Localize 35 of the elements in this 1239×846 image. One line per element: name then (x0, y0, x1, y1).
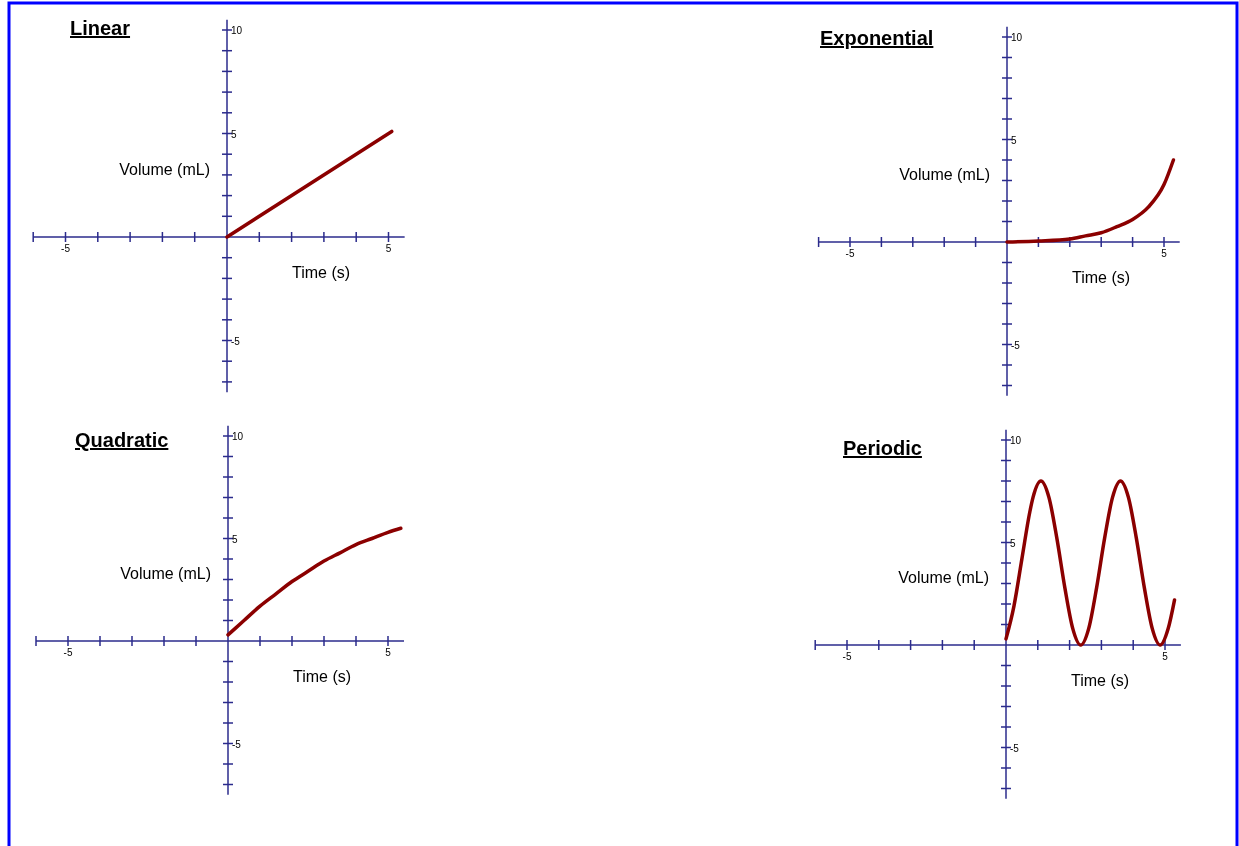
x-tick-label: 5 (1161, 248, 1168, 259)
chart-title: Exponential (820, 27, 934, 49)
line-series (1005, 158, 1176, 244)
y-tick-label: -5 (231, 335, 241, 347)
x-tick-label: 5 (1162, 651, 1169, 662)
x-axis-title: Time (s) (1071, 672, 1130, 689)
line-series (1004, 479, 1177, 647)
x-tick-label: -5 (845, 248, 855, 259)
x-tick-label: 5 (385, 647, 392, 658)
x-tick-label: -5 (61, 243, 71, 254)
chart-title: Linear (70, 17, 131, 39)
x-tick-label: 5 (385, 243, 392, 254)
chart-title: Periodic (843, 437, 922, 459)
y-tick-label: -5 (1011, 339, 1021, 351)
y-tick-label: 5 (231, 128, 237, 140)
y-tick-label: 5 (1011, 134, 1017, 146)
y-tick-label: 5 (232, 533, 238, 545)
y-axis-title: Volume (mL) (898, 569, 989, 586)
line-series (226, 526, 403, 637)
chart-title: Quadratic (75, 429, 169, 451)
x-axis-title: Time (s) (293, 668, 352, 685)
x-axis-title: Time (s) (1072, 269, 1131, 286)
x-axis-title: Time (s) (292, 264, 351, 281)
y-tick-label: -5 (1010, 742, 1020, 754)
y-tick-label: 10 (232, 431, 244, 442)
x-tick-label: -5 (842, 651, 852, 662)
y-tick-label: 5 (1010, 537, 1016, 549)
y-tick-label: 10 (1010, 435, 1022, 446)
y-axis-title: Volume (mL) (120, 565, 211, 582)
y-tick-label: 10 (231, 25, 243, 36)
y-tick-label: -5 (232, 738, 242, 750)
x-tick-label: -5 (63, 647, 73, 658)
y-axis-title: Volume (mL) (899, 166, 990, 183)
y-axis-title: Volume (mL) (119, 161, 210, 178)
y-tick-label: 10 (1011, 32, 1023, 43)
